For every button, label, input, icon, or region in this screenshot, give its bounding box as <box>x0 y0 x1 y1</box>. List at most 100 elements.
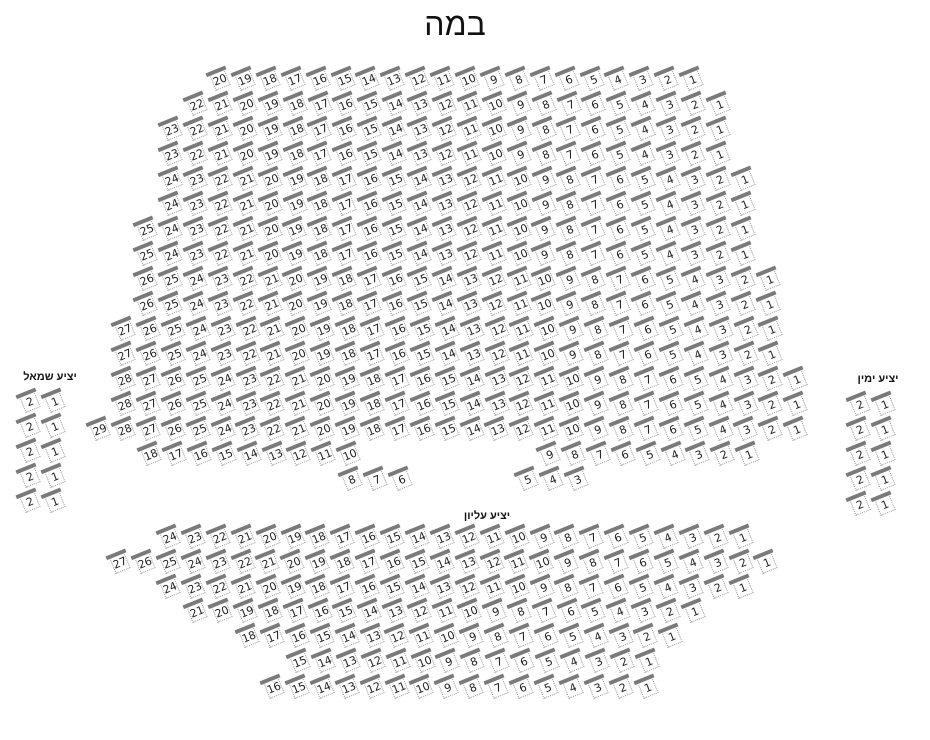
seat-main-row7-10[interactable]: 10 <box>509 219 532 241</box>
seat-main-row1-1[interactable]: 1 <box>682 69 704 91</box>
seat-main-row13-12[interactable]: 12 <box>512 369 534 391</box>
seat-main-row7-22[interactable]: 22 <box>211 219 233 241</box>
seat-balcony-row6-9[interactable]: 9 <box>438 651 460 673</box>
seat-main-row16-17[interactable]: 17 <box>165 444 187 466</box>
seat-main-row6-23[interactable]: 23 <box>186 194 208 216</box>
seat-main-row11-13[interactable]: 13 <box>462 319 485 341</box>
seat-main-row13-17[interactable]: 17 <box>388 369 410 391</box>
seat-main-row2-7[interactable]: 7 <box>559 94 582 116</box>
seat-balcony-row1-6[interactable]: 6 <box>607 527 629 549</box>
seat-balcony-row3-7[interactable]: 7 <box>582 577 604 599</box>
seat-balcony-row1-14[interactable]: 14 <box>408 527 430 549</box>
seat-main-row15-1[interactable]: 1 <box>786 419 808 441</box>
seat-balcony-row5-4[interactable]: 4 <box>586 626 609 648</box>
seat-main-row7-20[interactable]: 20 <box>260 219 283 241</box>
seat-main-row9-17[interactable]: 17 <box>360 269 382 291</box>
seat-main-row7-12[interactable]: 12 <box>460 219 482 241</box>
seat-balcony-row7-9[interactable]: 9 <box>437 677 459 699</box>
seat-main-row5-2[interactable]: 2 <box>709 169 731 191</box>
seat-main-row9-13[interactable]: 13 <box>460 269 482 291</box>
seat-balcony-row5-10[interactable]: 10 <box>437 626 459 648</box>
seat-left-row1-2[interactable]: 2 <box>19 391 41 413</box>
seat-main-row7-3[interactable]: 3 <box>684 219 706 241</box>
seat-main-row11-26[interactable]: 26 <box>139 319 161 341</box>
seat-main-row5-9[interactable]: 9 <box>534 169 557 191</box>
seat-balcony-row5-6[interactable]: 6 <box>537 626 559 648</box>
seat-main-row15-26[interactable]: 26 <box>164 419 186 441</box>
seat-main-row15-25[interactable]: 25 <box>188 419 211 441</box>
seat-right-row5-1[interactable]: 1 <box>874 494 896 516</box>
seat-balcony-row2-13[interactable]: 13 <box>457 552 480 574</box>
seat-main-row1-17[interactable]: 17 <box>284 69 306 91</box>
seat-main-row16-9[interactable]: 9 <box>539 444 561 466</box>
seat-main-row3-9[interactable]: 9 <box>509 119 532 141</box>
seat-balcony-row4-15[interactable]: 15 <box>335 601 357 623</box>
seat-main-row2-21[interactable]: 21 <box>211 94 233 116</box>
seat-balcony-row2-26[interactable]: 26 <box>134 552 156 574</box>
seat-main-row3-21[interactable]: 21 <box>211 119 233 141</box>
seat-main-row13-27[interactable]: 27 <box>139 369 161 391</box>
seat-main-row9-8[interactable]: 8 <box>584 269 606 291</box>
seat-balcony-row5-5[interactable]: 5 <box>562 626 584 648</box>
seat-balcony-row4-16[interactable]: 16 <box>310 601 333 623</box>
seat-main-row10-21[interactable]: 21 <box>260 294 283 316</box>
seat-main-row1-6[interactable]: 6 <box>557 69 580 91</box>
seat-main-row7-14[interactable]: 14 <box>410 219 432 241</box>
seat-main-row13-23[interactable]: 23 <box>238 369 261 391</box>
seat-balcony-row1-18[interactable]: 18 <box>308 527 330 549</box>
seat-balcony-row7-8[interactable]: 8 <box>462 677 484 699</box>
seat-main-row15-27[interactable]: 27 <box>139 419 161 441</box>
seat-balcony-row1-2[interactable]: 2 <box>707 527 729 549</box>
seat-left-row5-2[interactable]: 2 <box>19 491 41 513</box>
seat-balcony-row5-17[interactable]: 17 <box>263 626 285 648</box>
seat-main-row8-15[interactable]: 15 <box>385 244 407 266</box>
seat-main-row15-16[interactable]: 16 <box>413 419 435 441</box>
seat-main-row10-18[interactable]: 18 <box>335 294 357 316</box>
seat-balcony-row5-16[interactable]: 16 <box>288 626 310 648</box>
seat-main-row15-6[interactable]: 6 <box>662 419 684 441</box>
seat-main-row1-14[interactable]: 14 <box>358 69 380 91</box>
seat-main-row8-19[interactable]: 19 <box>285 244 307 266</box>
seat-balcony-row1-5[interactable]: 5 <box>632 527 654 549</box>
seat-main-row8-17[interactable]: 17 <box>335 244 357 266</box>
seat-main-row2-4[interactable]: 4 <box>634 94 656 116</box>
seat-main-row15-17[interactable]: 17 <box>388 419 410 441</box>
seat-main-row4-7[interactable]: 7 <box>559 144 581 166</box>
seat-main-row14-17[interactable]: 17 <box>388 394 410 416</box>
seat-main-row2-13[interactable]: 13 <box>410 94 432 116</box>
seat-main-row14-15[interactable]: 15 <box>438 394 460 416</box>
seat-main-row3-22[interactable]: 22 <box>186 119 208 141</box>
seat-balcony-row4-12[interactable]: 12 <box>410 601 432 623</box>
seat-right-row4-2[interactable]: 2 <box>849 469 871 491</box>
seat-main-row3-2[interactable]: 2 <box>684 119 706 141</box>
seat-main-row11-9[interactable]: 9 <box>562 319 584 341</box>
seat-main-row3-14[interactable]: 14 <box>385 119 407 141</box>
seat-main-row6-19[interactable]: 19 <box>285 194 308 216</box>
seat-main-row14-26[interactable]: 26 <box>164 394 186 416</box>
seat-balcony-row5-11[interactable]: 11 <box>412 626 434 648</box>
seat-balcony-row2-24[interactable]: 24 <box>184 552 206 574</box>
seat-main-row8-8[interactable]: 8 <box>559 244 581 266</box>
seat-main-row13-22[interactable]: 22 <box>263 369 285 391</box>
seat-main-row2-17[interactable]: 17 <box>310 94 333 116</box>
seat-balcony-row4-5[interactable]: 5 <box>584 601 606 623</box>
seat-main-row4-3[interactable]: 3 <box>659 144 681 166</box>
seat-main-row9-2[interactable]: 2 <box>733 269 756 291</box>
seat-main-row4-2[interactable]: 2 <box>684 144 706 166</box>
seat-main-row4-10[interactable]: 10 <box>485 144 507 166</box>
seat-main-row2-18[interactable]: 18 <box>285 94 308 116</box>
seat-balcony-row1-7[interactable]: 7 <box>582 527 604 549</box>
seat-balcony-row2-17[interactable]: 17 <box>358 552 380 574</box>
seat-main-row2-10[interactable]: 10 <box>485 94 507 116</box>
seat-main-row14-16[interactable]: 16 <box>413 394 435 416</box>
seat-main-row14-21[interactable]: 21 <box>288 394 310 416</box>
seat-main-row3-13[interactable]: 13 <box>410 119 432 141</box>
seat-main-row17-7[interactable]: 7 <box>366 469 388 491</box>
seat-main-row6-8[interactable]: 8 <box>559 194 581 216</box>
seat-main-row6-17[interactable]: 17 <box>335 194 357 216</box>
seat-main-row4-16[interactable]: 16 <box>335 144 357 166</box>
seat-main-row9-25[interactable]: 25 <box>161 269 183 291</box>
seat-main-row17-4[interactable]: 4 <box>542 469 564 491</box>
seat-balcony-row3-10[interactable]: 10 <box>507 577 530 599</box>
seat-balcony-row7-1[interactable]: 1 <box>636 677 659 699</box>
